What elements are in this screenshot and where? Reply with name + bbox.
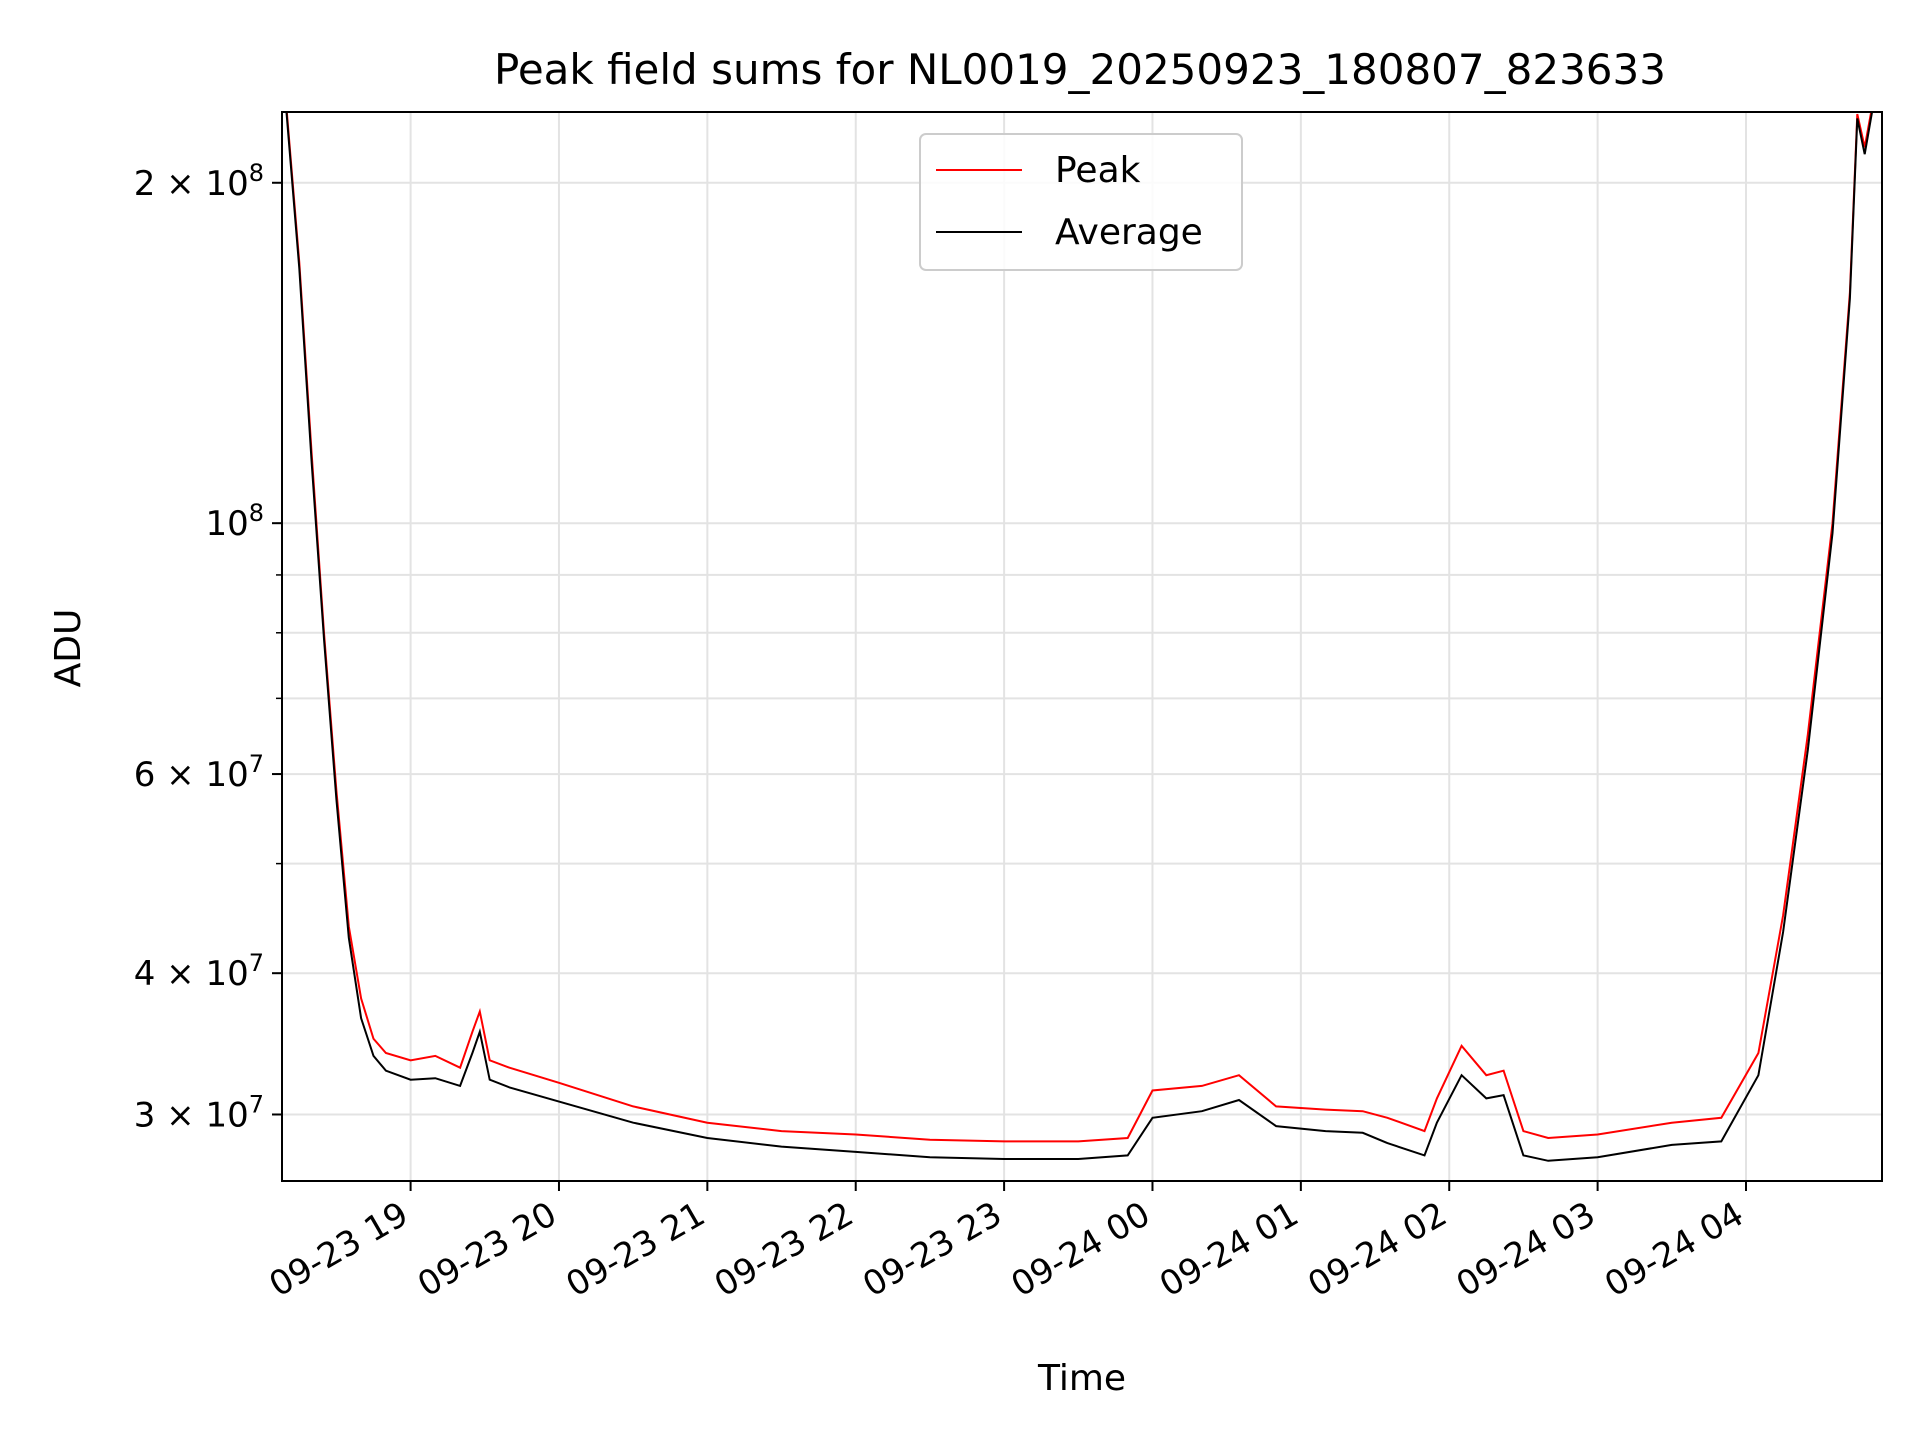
y-tick-label: 6 × 107 xyxy=(134,750,264,795)
chart-title: Peak field sums for NL0019_20250923_1808… xyxy=(494,45,1666,94)
series-layer xyxy=(285,112,1874,1162)
x-tick-label: 09-24 00 xyxy=(1005,1194,1157,1305)
y-axis-label: ADU xyxy=(48,609,89,688)
x-tick-label: 09-23 19 xyxy=(263,1194,415,1305)
y-tick-label: 2 × 108 xyxy=(134,159,264,204)
x-tick-label: 09-24 04 xyxy=(1598,1194,1750,1305)
x-tick-label: 09-24 02 xyxy=(1301,1194,1453,1305)
x-tick-label: 09-23 23 xyxy=(856,1194,1008,1305)
y-axis: 3 × 107 4 × 107 6 × 107 108 2 × 108 xyxy=(134,159,282,1135)
y-tick-label: 3 × 107 xyxy=(134,1090,264,1135)
legend-box xyxy=(919,133,1243,271)
y-tick-label: 4 × 107 xyxy=(134,949,264,994)
y-tick-label: 108 xyxy=(205,499,264,544)
legend: Peak Average xyxy=(919,133,1243,271)
x-tick-label: 09-24 01 xyxy=(1153,1194,1305,1305)
x-tick-label: 09-23 21 xyxy=(559,1194,711,1305)
x-tick-label: 09-24 03 xyxy=(1450,1194,1602,1305)
x-axis-label: Time xyxy=(1037,1358,1126,1399)
x-tick-label: 09-23 20 xyxy=(411,1194,563,1305)
plot-frame xyxy=(281,111,1883,1182)
legend-peak-label: Peak xyxy=(1055,150,1141,191)
series-line-average xyxy=(285,112,1874,1162)
series-line-peak xyxy=(285,112,1873,1143)
grid xyxy=(282,112,1882,1181)
legend-average-label: Average xyxy=(1055,212,1203,253)
x-tick-label: 09-23 22 xyxy=(708,1194,860,1305)
